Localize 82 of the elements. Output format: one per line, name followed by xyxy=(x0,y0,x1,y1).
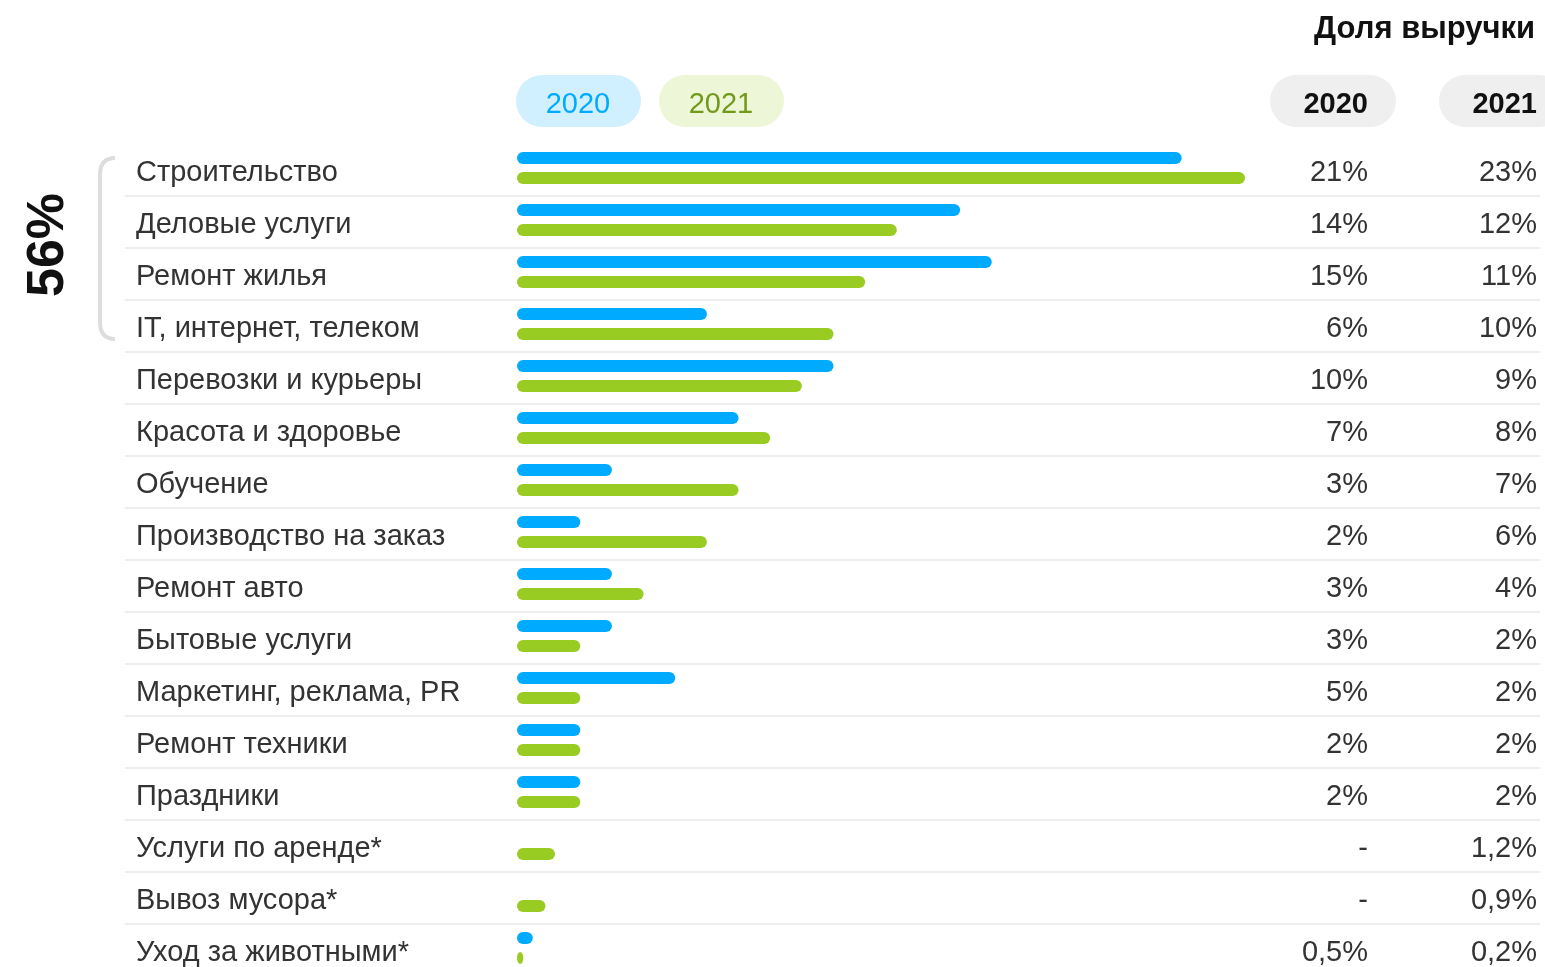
bar xyxy=(517,464,612,476)
data-label: 0,5% xyxy=(1301,935,1368,967)
data-label: 1,2% xyxy=(1470,831,1537,863)
data-label: 2% xyxy=(1326,727,1368,759)
y-tick-label: Строительство xyxy=(136,155,338,187)
data-label: 5% xyxy=(1326,675,1368,707)
bar xyxy=(517,672,676,684)
bar xyxy=(517,204,961,216)
data-label: 8% xyxy=(1495,415,1537,447)
bar xyxy=(517,900,546,912)
data-label: 2% xyxy=(1495,727,1537,759)
data-label: 2% xyxy=(1326,779,1368,811)
data-label: 2% xyxy=(1495,779,1537,811)
y-tick-label: Ремонт жилья xyxy=(136,259,327,291)
data-label: 2% xyxy=(1495,675,1537,707)
text: 2021 xyxy=(1472,87,1537,119)
bar xyxy=(517,484,739,496)
bar xyxy=(517,568,612,580)
y-tick-label: Производство на заказ xyxy=(136,519,446,551)
data-label: 3% xyxy=(1326,623,1368,655)
data-label: 12% xyxy=(1478,207,1537,239)
data-label: 6% xyxy=(1326,311,1368,343)
bar xyxy=(517,692,581,704)
data-label: 0,9% xyxy=(1470,883,1537,915)
bar xyxy=(517,308,707,320)
data-label: 23% xyxy=(1478,155,1537,187)
text: - xyxy=(1358,831,1368,863)
bar xyxy=(517,276,866,288)
bar xyxy=(517,172,1245,184)
y-tick-label: Вывоз мусора* xyxy=(136,883,338,915)
bar xyxy=(517,360,834,372)
bar xyxy=(517,412,739,424)
data-label: 21% xyxy=(1309,155,1368,187)
bar xyxy=(517,620,612,632)
data-label: 0,2% xyxy=(1470,935,1537,967)
data-label: 11% xyxy=(1481,259,1537,291)
text: Доля выручки xyxy=(1314,10,1535,45)
y-tick-label: Ремонт техники xyxy=(136,727,348,759)
data-label: 10% xyxy=(1309,363,1368,395)
y-tick-label: Услуги по аренде* xyxy=(136,831,382,863)
data-label: 9% xyxy=(1495,363,1537,395)
series-label: 2020 xyxy=(545,87,611,119)
text: 2020 xyxy=(1303,87,1368,119)
bar xyxy=(517,380,802,392)
y-tick-label: Ремонт авто xyxy=(136,571,304,603)
bar xyxy=(517,256,992,268)
bar xyxy=(517,724,581,736)
series-label: 2021 xyxy=(688,87,754,119)
text: 56% xyxy=(16,192,74,298)
bar xyxy=(517,224,897,236)
data-label: 6% xyxy=(1495,519,1537,551)
data-label: 7% xyxy=(1495,467,1537,499)
data-label: 3% xyxy=(1326,571,1368,603)
bar xyxy=(517,796,581,808)
bar xyxy=(517,848,555,860)
y-tick-label: Уход за животными* xyxy=(136,935,409,967)
text: - xyxy=(1358,883,1368,915)
y-tick-label: Бытовые услуги xyxy=(136,623,353,655)
data-label: 4% xyxy=(1495,571,1537,603)
data-label: 15% xyxy=(1309,259,1368,291)
bar xyxy=(517,152,1182,164)
y-tick-label: IT, интернет, телеком xyxy=(136,311,420,343)
data-label: 2% xyxy=(1495,623,1537,655)
bar xyxy=(517,776,581,788)
data-label: 10% xyxy=(1478,311,1537,343)
bar xyxy=(517,588,644,600)
bar xyxy=(517,432,771,444)
data-label: 2% xyxy=(1326,519,1368,551)
bar xyxy=(517,744,581,756)
bar xyxy=(517,640,581,652)
data-label: 7% xyxy=(1326,415,1368,447)
data-label: 3% xyxy=(1326,467,1368,499)
data-label: 14% xyxy=(1309,207,1368,239)
bar xyxy=(517,328,834,340)
y-tick-label: Обучение xyxy=(136,467,269,499)
y-tick-label: Праздники xyxy=(136,779,280,811)
y-tick-label: Перевозки и курьеры xyxy=(136,363,423,395)
y-tick-label: Деловые услуги xyxy=(136,207,352,239)
bar xyxy=(517,536,707,548)
bar xyxy=(517,516,581,528)
y-tick-label: Маркетинг, реклама, PR xyxy=(136,675,461,707)
y-tick-label: Красота и здоровье xyxy=(136,415,402,447)
